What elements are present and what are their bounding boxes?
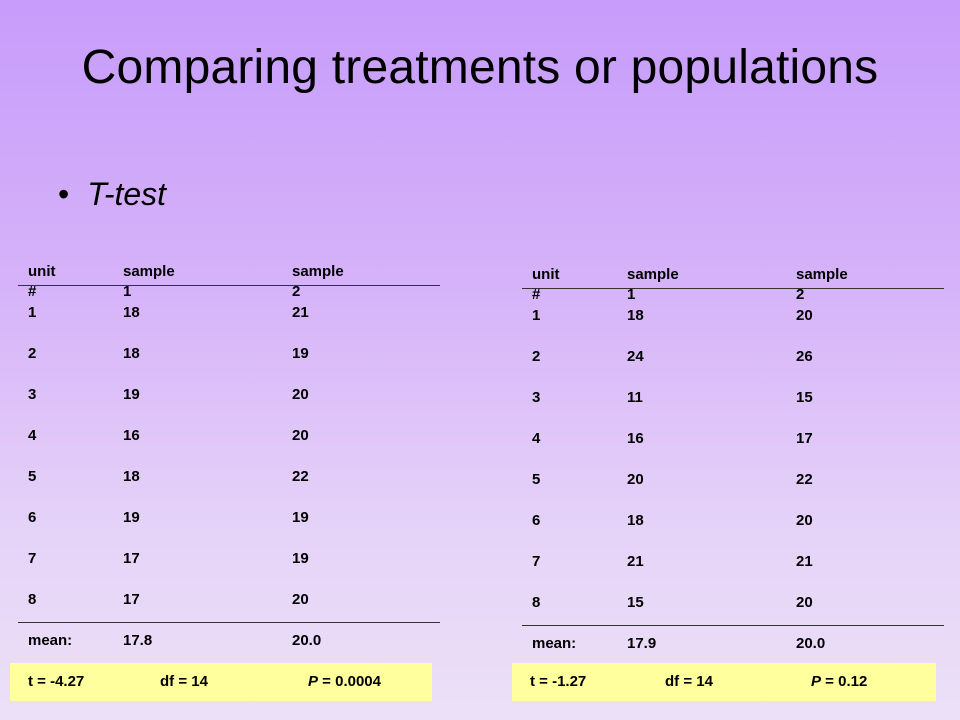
sample-1-cell: sample 1 <box>627 266 679 303</box>
sample-2-cell: 20 <box>796 307 813 324</box>
sample-1-cell: 18 <box>123 304 140 321</box>
sample-2-cell: 20 <box>292 386 309 403</box>
unit-cell: 1 <box>532 307 541 324</box>
unit-cell: 7 <box>532 553 541 570</box>
sample-2-cell: 20.0 <box>796 635 826 652</box>
unit-cell: 5 <box>532 471 541 488</box>
left-p-label: P <box>308 673 319 690</box>
unit-cell: unit # <box>532 266 560 303</box>
sample-2-cell: 20 <box>292 591 309 608</box>
sample-2-cell: 26 <box>796 348 813 365</box>
sample-1-cell: 18 <box>627 512 644 529</box>
right-df: df = 14 <box>665 673 713 690</box>
right-p-value: P = 0.12 <box>811 663 867 701</box>
sample-1-cell: 17.8 <box>123 632 153 649</box>
unit-cell: 5 <box>28 468 37 485</box>
sample-1-cell: 18 <box>123 345 140 362</box>
sample-2-cell: sample 2 <box>292 263 344 300</box>
unit-cell: 6 <box>28 509 37 526</box>
sample-2-cell: 22 <box>796 471 813 488</box>
sample-1-cell: 17 <box>123 550 140 567</box>
sample-1-cell: 16 <box>123 427 140 444</box>
sample-1-cell: 18 <box>627 307 644 324</box>
sample-2-cell: 19 <box>292 550 309 567</box>
sample-2-cell: 20 <box>796 594 813 611</box>
sample-2-cell: 20 <box>292 427 309 444</box>
unit-cell: 7 <box>28 550 37 567</box>
left-p-number: = 0.0004 <box>318 673 381 690</box>
unit-cell: 8 <box>28 591 37 608</box>
unit-cell: 6 <box>532 512 541 529</box>
sample-2-cell: 19 <box>292 509 309 526</box>
unit-cell: mean: <box>532 635 577 652</box>
sample-2-cell: 22 <box>292 468 309 485</box>
sample-1-cell: 11 <box>627 389 643 406</box>
sample-2-cell: 15 <box>796 389 813 406</box>
sample-2-cell: 20.0 <box>292 632 322 649</box>
unit-cell: 4 <box>532 430 541 447</box>
unit-cell: 8 <box>532 594 541 611</box>
sample-1-cell: 24 <box>627 348 644 365</box>
mean-divider <box>18 622 440 623</box>
right-p-number: = 0.12 <box>821 673 868 690</box>
sample-1-cell: 18 <box>123 468 140 485</box>
left-test-result: t = -4.27 df = 14 P = 0.0004 <box>10 663 432 701</box>
unit-cell: mean: <box>28 632 73 649</box>
sample-1-cell: sample 1 <box>123 263 175 300</box>
sample-1-cell: 21 <box>627 553 644 570</box>
sample-2-cell: 19 <box>292 345 309 362</box>
bullet-item: • T-test <box>58 176 166 213</box>
right-p-label: P <box>811 673 822 690</box>
right-t-stat: t = -1.27 <box>530 673 587 690</box>
slide-title: Comparing treatments or populations <box>81 41 879 94</box>
header-divider <box>522 288 944 289</box>
sample-1-cell: 16 <box>627 430 644 447</box>
sample-1-cell: 19 <box>123 509 140 526</box>
unit-cell: 2 <box>532 348 541 365</box>
sample-1-cell: 17.9 <box>627 635 657 652</box>
unit-cell: 1 <box>28 304 37 321</box>
sample-1-cell: 17 <box>123 591 140 608</box>
left-df: df = 14 <box>160 673 208 690</box>
sample-2-cell: 17 <box>796 430 813 447</box>
bullet-text: T-test <box>87 176 167 212</box>
sample-1-cell: 15 <box>627 594 644 611</box>
sample-2-cell: sample 2 <box>796 266 848 303</box>
sample-2-cell: 21 <box>796 553 813 570</box>
mean-divider <box>522 625 944 626</box>
unit-cell: 2 <box>28 345 37 362</box>
unit-cell: unit # <box>28 263 56 300</box>
unit-cell: 4 <box>28 427 37 444</box>
right-test-result: t = -1.27 df = 14 P = 0.12 <box>512 663 936 701</box>
left-p-value: P = 0.0004 <box>308 663 381 701</box>
unit-cell: 3 <box>532 389 541 406</box>
unit-cell: 3 <box>28 386 37 403</box>
sample-2-cell: 21 <box>292 304 309 321</box>
bullet-dot-icon: • <box>58 176 70 212</box>
sample-1-cell: 19 <box>123 386 140 403</box>
left-t-stat: t = -4.27 <box>28 673 85 690</box>
sample-2-cell: 20 <box>796 512 813 529</box>
sample-1-cell: 20 <box>627 471 644 488</box>
header-divider <box>18 285 440 286</box>
